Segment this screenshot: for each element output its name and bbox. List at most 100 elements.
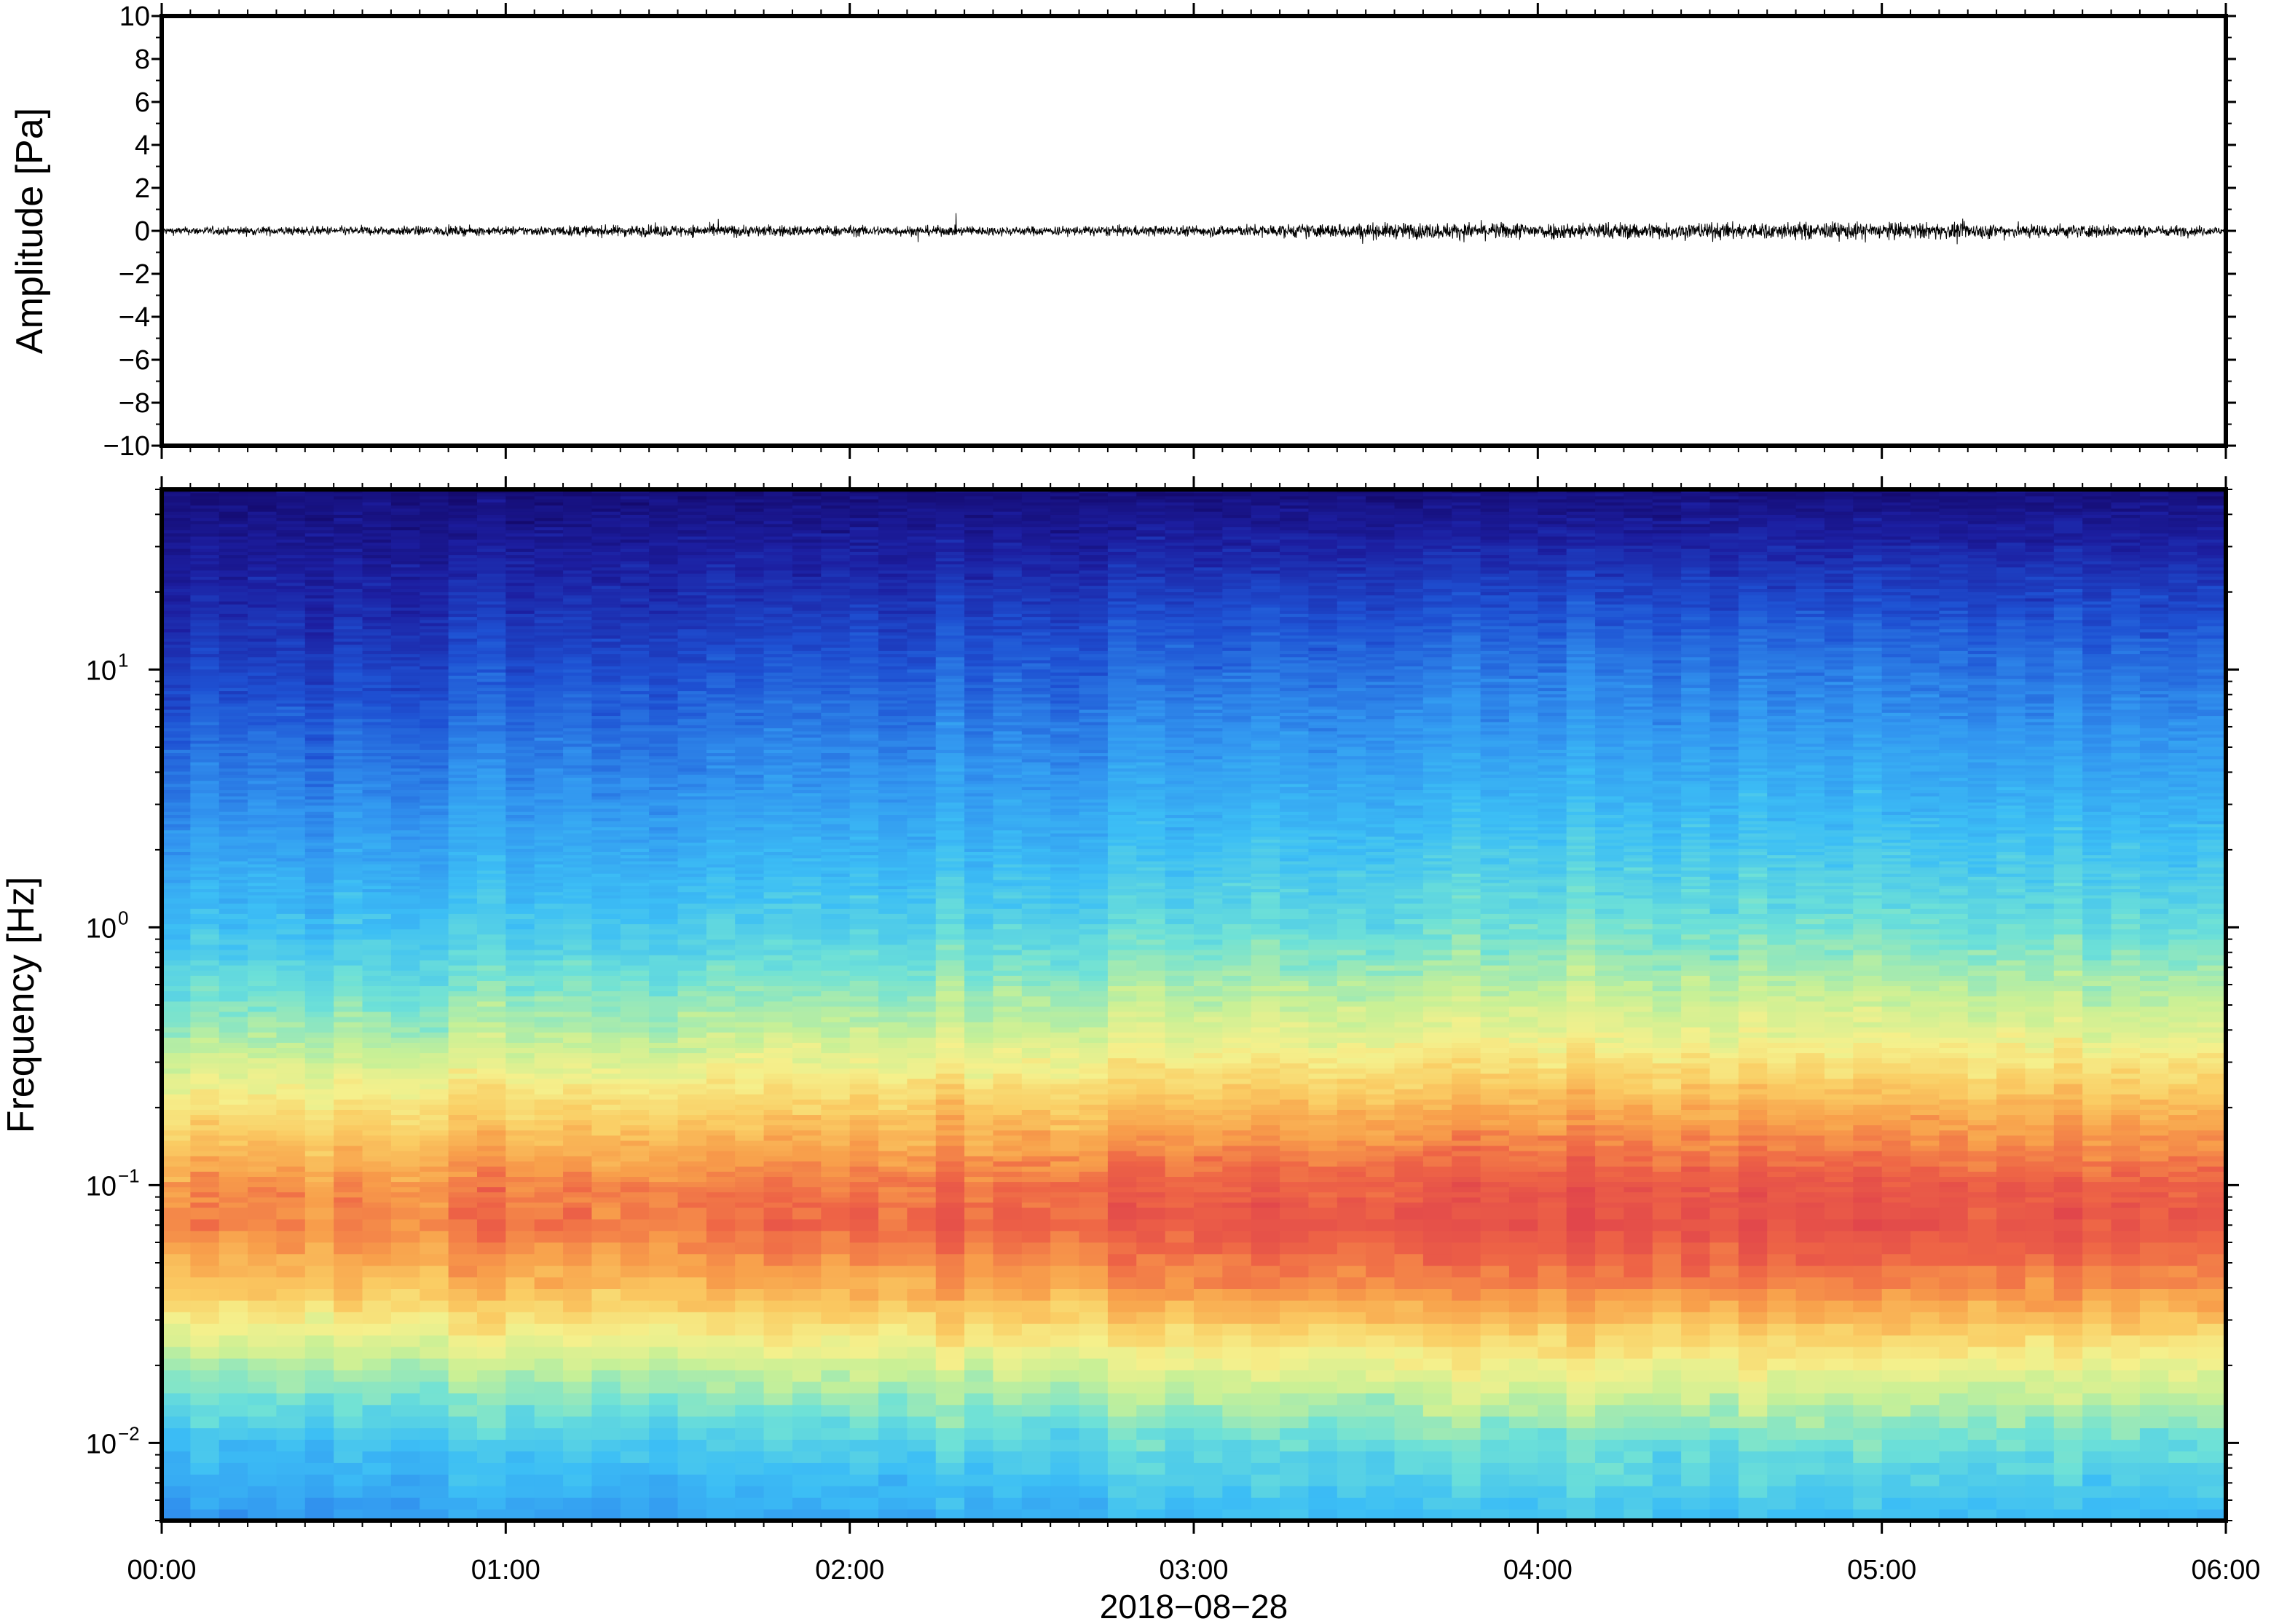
spectrogram-cell [563, 913, 593, 920]
spectrogram-cell [448, 1357, 478, 1371]
spectrogram-cell [505, 783, 535, 787]
spectrogram-cell [563, 1451, 593, 1463]
spectrogram-cell [505, 715, 535, 720]
spectrogram-cell [390, 554, 420, 559]
spectrogram-cell [162, 1119, 191, 1126]
spectrogram-cell [304, 817, 334, 821]
spectrogram-cell [649, 573, 679, 577]
spectrogram-cell [334, 1161, 363, 1167]
spectrogram-cell [219, 1392, 248, 1406]
spectrogram-cell [334, 861, 363, 864]
spectrogram-cell [190, 1042, 220, 1049]
spectrogram-cell [677, 1083, 707, 1089]
spectrogram-cell [276, 728, 306, 732]
spectrogram-cell [190, 949, 220, 955]
spectrogram-cell [276, 1037, 306, 1043]
spectrogram-cell [649, 623, 679, 626]
spectrogram-cell [219, 508, 248, 512]
spectrogram-cell [677, 1001, 707, 1007]
spectrogram-cell [304, 758, 334, 762]
spectrogram-cell [334, 811, 363, 815]
spectrogram-cell [420, 554, 449, 559]
spectrogram-cell [735, 783, 765, 787]
spectrogram-cell [534, 715, 564, 720]
spectrogram-cell [534, 1083, 564, 1089]
spectrogram-cell [476, 1462, 506, 1475]
spectrogram-cell [591, 638, 621, 642]
spectrogram-cell [304, 687, 334, 692]
spectrogram-cell [677, 848, 707, 852]
spectrogram-cell [563, 576, 593, 580]
spectrogram-cell [591, 1335, 621, 1347]
spectrogram-cell [763, 1114, 793, 1121]
spectrogram-cell [505, 1068, 535, 1074]
spectrogram-cell [591, 923, 621, 930]
spectrogram-cell [248, 965, 278, 971]
spectrogram-cell [677, 908, 707, 914]
spectrogram-cell [505, 746, 535, 750]
spectrogram-cell [534, 817, 564, 821]
spectrogram-cell [677, 960, 707, 966]
spectrogram-cell [248, 1181, 278, 1188]
spectrogram-cell [334, 1171, 363, 1178]
spectrogram-cell [620, 1078, 650, 1084]
spectrogram-cell [563, 548, 593, 552]
spectrogram-cell [390, 799, 420, 803]
spectrogram-cell [390, 929, 420, 935]
spectrogram-cell [219, 1083, 248, 1089]
spectrogram-cell [505, 839, 535, 843]
spectrogram-cell [390, 1392, 420, 1406]
spectrogram-cell [649, 524, 679, 527]
spectrogram-cell [448, 656, 478, 661]
spectrogram-cell [390, 780, 420, 784]
spectrogram-cell [706, 502, 736, 506]
spectrogram-cell [219, 861, 248, 864]
spectrogram-cell [649, 1265, 679, 1278]
spectrogram-cell [563, 663, 593, 667]
spectrogram-cell [677, 656, 707, 661]
spectrogram-cell [763, 949, 793, 955]
spectrogram-cell [362, 749, 392, 754]
spectrogram-cell [248, 1207, 278, 1220]
spectrogram-cell [334, 505, 363, 509]
spectrogram-cell [448, 1335, 478, 1347]
spectrogram-cell [420, 1202, 449, 1208]
spectrogram-cell [390, 944, 420, 950]
spectrogram-cell [505, 811, 535, 815]
spectrogram-cell [248, 908, 278, 914]
spectrogram-cell [763, 876, 793, 880]
spectrogram-cell [334, 644, 363, 648]
spectrogram-cell [304, 1011, 334, 1017]
spectrogram-cell [276, 820, 306, 824]
spectrogram-cell [162, 795, 191, 800]
spectrogram-cell [448, 787, 478, 791]
spectrogram-cell [304, 1347, 334, 1359]
spectrogram-cell [505, 799, 535, 803]
spectrogram-cell [476, 886, 506, 889]
spectrogram-cell [276, 1181, 306, 1188]
spectrogram-cell [219, 700, 248, 704]
spectrogram-cell [534, 851, 564, 856]
spectrogram-cell [219, 1171, 248, 1178]
spectrogram-cell [304, 1218, 334, 1231]
spectrogram-cell [620, 684, 650, 688]
spectrogram-cell [505, 709, 535, 713]
spectrogram-cell [448, 554, 478, 559]
spectrogram-cell [248, 824, 278, 827]
spectrogram-cell [448, 765, 478, 769]
spectrogram-cell [420, 839, 449, 843]
spectrogram-cell [706, 561, 736, 564]
spectrogram-cell [420, 1119, 449, 1126]
spectrogram-cell [362, 564, 392, 568]
spectrogram-cell [476, 861, 506, 864]
spectrogram-cell [476, 626, 506, 630]
spectrogram-cell [304, 653, 334, 658]
spectrogram-cell [563, 517, 593, 521]
spectrogram-cell [677, 586, 707, 589]
spectrogram-cell [649, 780, 679, 784]
spectrogram-cell [476, 1068, 506, 1074]
spectrogram-cell [677, 1416, 707, 1429]
spectrogram-cell [677, 678, 707, 682]
spectrogram-cell [390, 1202, 420, 1208]
spectrogram-cell [334, 929, 363, 935]
